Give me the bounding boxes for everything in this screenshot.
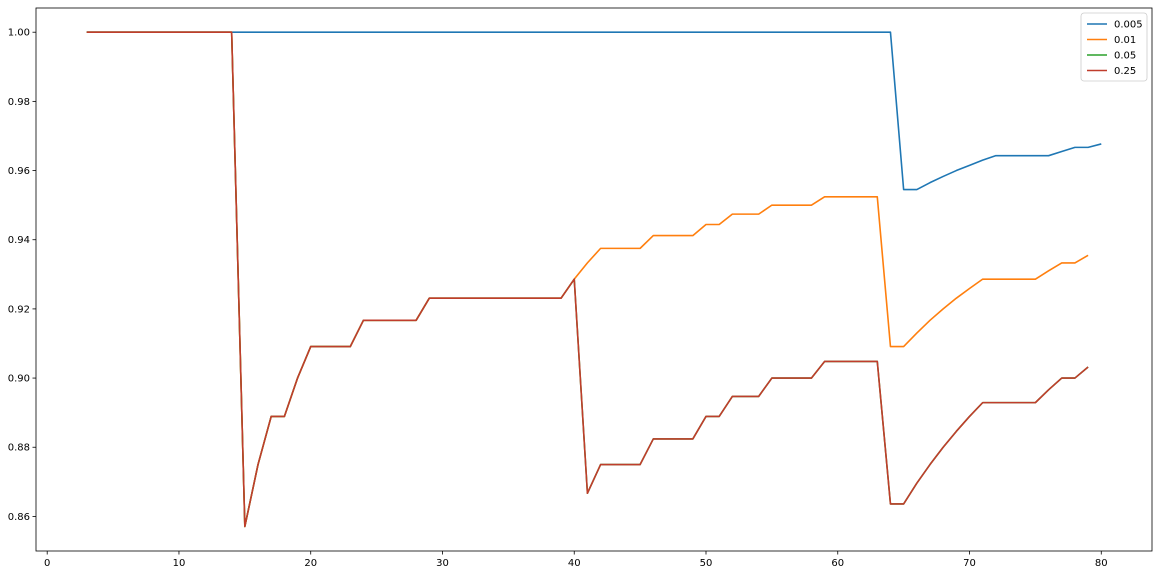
x-tick-label-30: 30 <box>436 558 449 569</box>
x-tick-label-60: 60 <box>831 558 844 569</box>
y-tick-label-0.90: 0.90 <box>8 374 30 385</box>
y-tick-label-0.98: 0.98 <box>8 97 30 108</box>
y-tick-label-0.96: 0.96 <box>8 166 30 177</box>
y-tick-label-0.88: 0.88 <box>8 443 30 454</box>
legend-label-2: 0.01 <box>1114 35 1136 46</box>
series-layer <box>86 31 1102 528</box>
series-line-3 <box>86 31 1089 528</box>
x-tick-label-0: 0 <box>44 558 50 569</box>
series-line-4 <box>86 31 1089 528</box>
legend: 0.005 0.01 0.05 0.25 <box>1080 12 1148 82</box>
series-line-2 <box>86 31 1089 528</box>
series-line-1 <box>86 31 1102 191</box>
axes-layer: 0 10 20 30 40 50 60 70 80 0.86 0.88 0.90 0.92 0.94 0.9… <box>8 7 1153 569</box>
legend-label-3: 0.05 <box>1114 51 1136 62</box>
y-tick-label-1.00: 1.00 <box>8 28 30 39</box>
x-tick-label-20: 20 <box>304 558 317 569</box>
x-tick-label-10: 10 <box>173 558 186 569</box>
y-tick-label-0.94: 0.94 <box>8 235 30 246</box>
plot-frame <box>35 7 1153 552</box>
y-tick-label-0.92: 0.92 <box>8 304 30 315</box>
legend-label-1: 0.005 <box>1114 20 1143 31</box>
legend-box <box>1080 12 1148 82</box>
x-tick-label-80: 80 <box>1095 558 1108 569</box>
y-tick-label-0.86: 0.86 <box>8 512 30 523</box>
x-tick-label-50: 50 <box>700 558 713 569</box>
x-tick-label-40: 40 <box>568 558 581 569</box>
x-tick-label-70: 70 <box>963 558 976 569</box>
legend-label-4: 0.25 <box>1114 66 1136 77</box>
